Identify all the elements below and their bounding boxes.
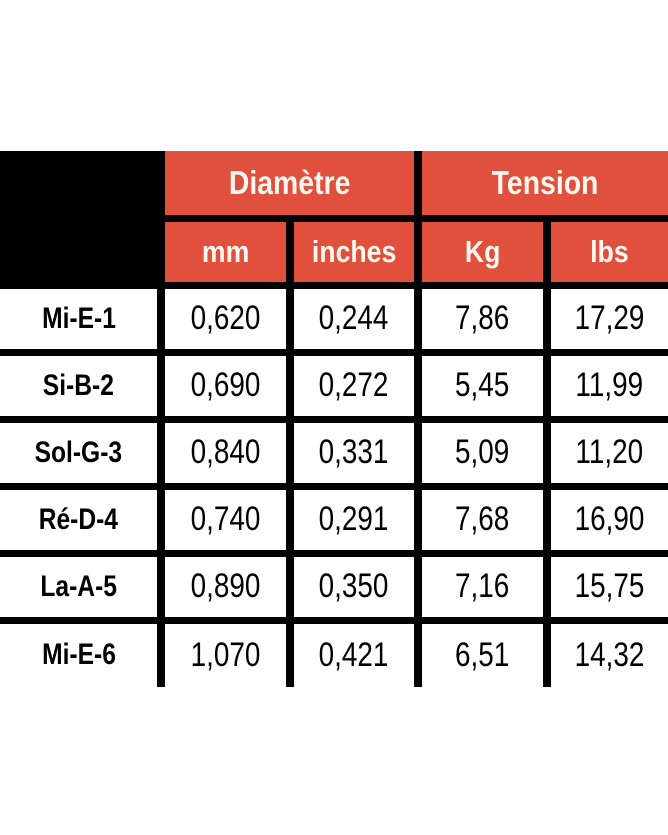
cell-lbs: 17,29 (543, 281, 668, 356)
row-label: Mi-E-6 (0, 616, 165, 687)
cell-inches: 0,272 (285, 348, 423, 423)
col-header-kg: Kg (414, 214, 552, 289)
group-header-tension: Tension (414, 151, 668, 222)
cell-lbs: 16,90 (543, 482, 668, 557)
group-header-diametre-label: Diamètre (228, 163, 351, 201)
cell-inches: 0,291 (285, 482, 423, 557)
cell-kg: 7,68 (414, 482, 552, 557)
cell-inches: 0,331 (285, 415, 423, 490)
table-row: Si-B-2 0,690 0,272 5,45 11,99 (0, 348, 668, 423)
row-label: Ré-D-4 (0, 482, 165, 557)
cell-lbs: 14,32 (543, 616, 668, 687)
row-label: Si-B-2 (0, 348, 165, 423)
cell-mm: 1,070 (157, 616, 294, 687)
cell-kg: 7,86 (414, 281, 552, 356)
col-header-inches: inches (285, 214, 423, 289)
group-header-row: Diamètre Tension (0, 151, 668, 289)
cell-inches: 0,244 (285, 281, 423, 356)
cell-mm: 0,740 (157, 482, 294, 557)
row-label: La-A-5 (0, 549, 165, 624)
table-row: Mi-E-1 0,620 0,244 7,86 17,29 (0, 281, 668, 356)
cell-lbs: 11,20 (543, 415, 668, 490)
row-label: Mi-E-1 (0, 281, 165, 356)
cell-inches: 0,350 (285, 549, 423, 624)
table-row: La-A-5 0,890 0,350 7,16 15,75 (0, 549, 668, 624)
cell-lbs: 11,99 (543, 348, 668, 423)
table-row: Ré-D-4 0,740 0,291 7,68 16,90 (0, 482, 668, 557)
table-row: Mi-E-6 1,070 0,421 6,51 14,32 (0, 616, 668, 687)
cell-mm: 0,690 (157, 348, 294, 423)
cell-kg: 6,51 (414, 616, 552, 687)
table-row: Sol-G-3 0,840 0,331 5,09 11,20 (0, 415, 668, 490)
col-header-lbs: lbs (543, 214, 668, 289)
cell-mm: 0,840 (157, 415, 294, 490)
corner-block (0, 151, 165, 289)
cell-mm: 0,620 (157, 281, 294, 356)
cell-kg: 7,16 (414, 549, 552, 624)
cell-kg: 5,09 (414, 415, 552, 490)
cell-inches: 0,421 (285, 616, 423, 687)
cell-mm: 0,890 (157, 549, 294, 624)
cell-kg: 5,45 (414, 348, 552, 423)
row-label: Sol-G-3 (0, 415, 165, 490)
group-header-diametre: Diamètre (156, 151, 423, 222)
col-header-mm: mm (161, 214, 294, 289)
sub-header-row: mm inches Kg lbs (0, 214, 668, 289)
string-spec-table: Diamètre Tension mm inches Kg lbs Mi-E-1… (0, 151, 668, 687)
group-header-tension-label: Tension (491, 163, 599, 201)
cell-lbs: 15,75 (543, 549, 668, 624)
